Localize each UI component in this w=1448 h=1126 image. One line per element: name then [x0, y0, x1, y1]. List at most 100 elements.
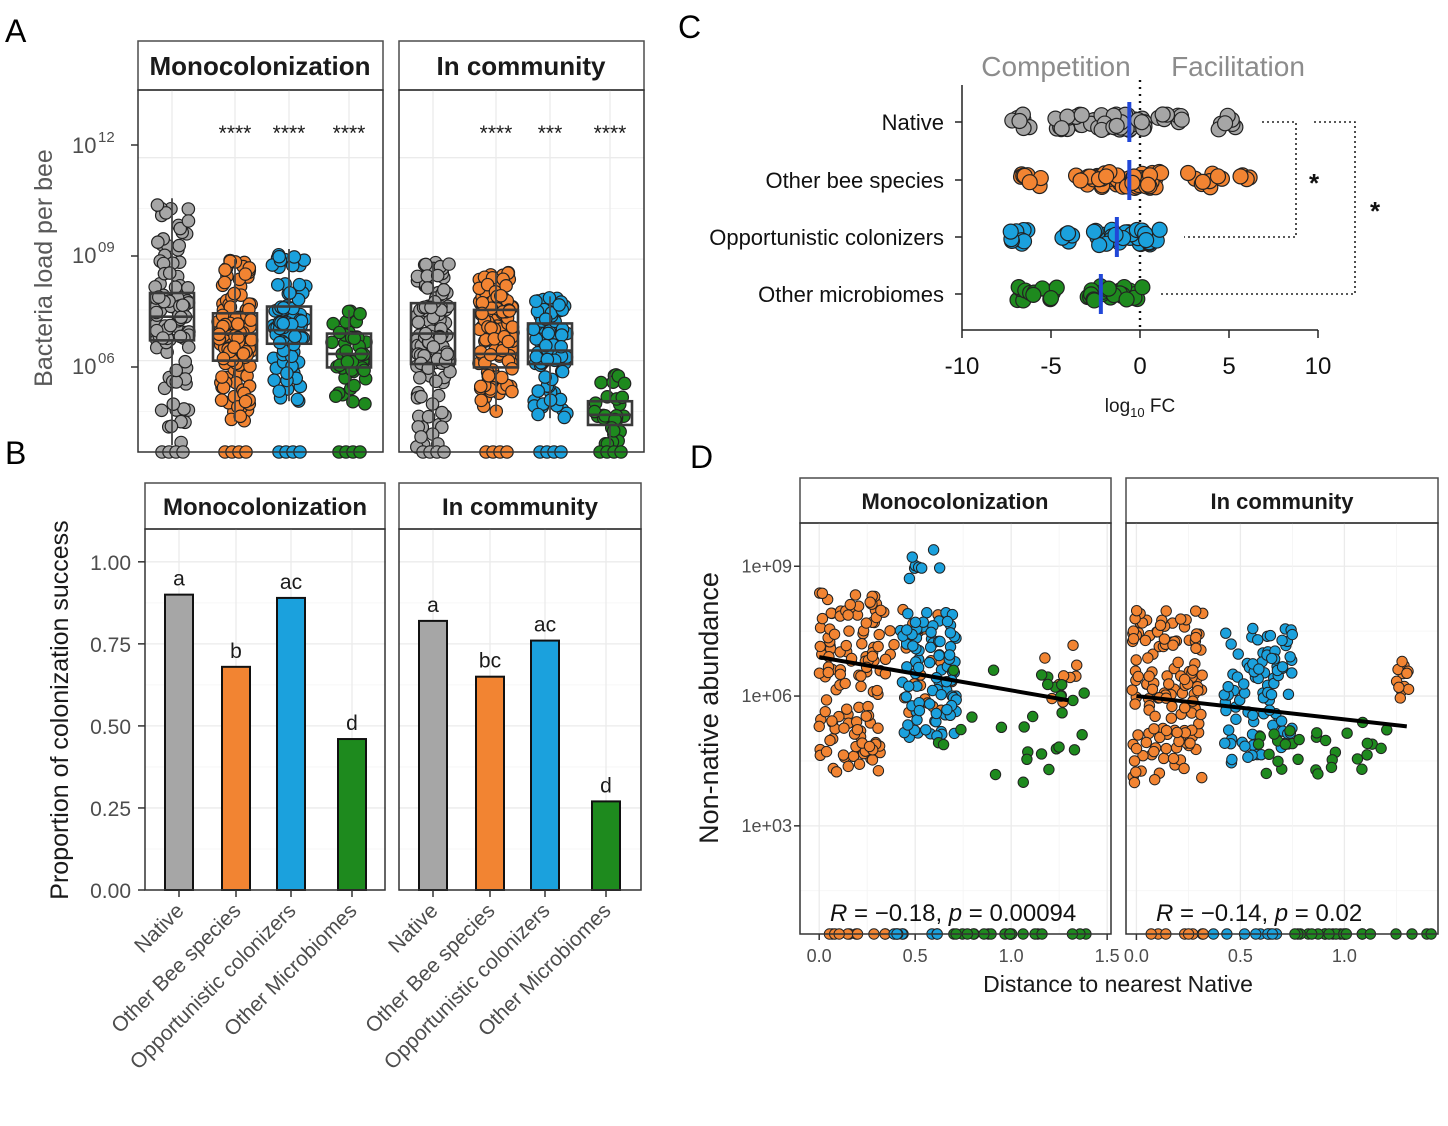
d-data-point [872, 765, 885, 777]
c-data-point [1118, 291, 1135, 308]
d-y-tick-label: 1e+06 [741, 686, 792, 706]
a-panel-community: **** *** **** [399, 90, 644, 459]
c-data-point [1124, 174, 1141, 191]
c-data-point [1194, 173, 1211, 191]
a-data-point [474, 393, 489, 408]
d-x-tick-label: 0.5 [903, 946, 928, 966]
d-data-point [1132, 729, 1144, 741]
c-x-tick-label: 10 [1305, 353, 1332, 380]
d-data-point [839, 677, 851, 690]
d-y-tick-label: 1e+09 [741, 556, 792, 576]
d-data-point [855, 680, 867, 693]
d-data-point [1292, 753, 1304, 765]
d-data-point [1190, 642, 1202, 655]
c-data-point [1138, 232, 1155, 249]
c-header-facilitation: Facilitation [1171, 51, 1305, 82]
d-annotation-r-symbol: R [1156, 900, 1173, 927]
d-data-point [1393, 681, 1405, 694]
c-data-point [1002, 223, 1019, 240]
a-data-point [280, 366, 294, 380]
d-data-point [1268, 728, 1280, 740]
a-data-point [272, 384, 287, 398]
d-annotation-r-equals: = [847, 900, 874, 927]
d-data-point [1160, 605, 1172, 617]
d-data-point [1172, 656, 1184, 669]
d-data-point [935, 688, 947, 701]
c-x-tick-label: 0 [1133, 353, 1146, 380]
d-data-point [819, 705, 831, 718]
d-data-point [1171, 726, 1183, 739]
d-data-point [820, 694, 833, 706]
d-data-point [921, 607, 933, 619]
d-data-point [1056, 678, 1068, 691]
d-data-point [912, 661, 925, 674]
d-data-point [1021, 753, 1033, 765]
a-data-point [541, 326, 556, 341]
d-y-tick-label: 1e+03 [741, 816, 792, 836]
a-data-point [435, 405, 449, 420]
b-bar [337, 738, 367, 892]
a-data-point [156, 331, 170, 345]
d-data-point [1196, 669, 1208, 681]
a-data-point [594, 375, 608, 390]
a-data-point [552, 298, 566, 312]
c-data-point [1073, 106, 1090, 124]
a-data-point [290, 392, 305, 407]
a-y-axis-label: Bacteria load per bee [30, 149, 58, 387]
a-y-tick-exponent: 09 [98, 239, 115, 256]
d-data-point [1166, 700, 1178, 713]
d-data-point [1067, 639, 1079, 651]
a-data-point [276, 301, 291, 315]
b-facet-title-monocolonization: Monocolonization [163, 494, 367, 521]
d-data-point [1195, 708, 1207, 721]
d-data-point [989, 768, 1002, 781]
d-data-point [1189, 605, 1202, 617]
d-facet-title-community: In community [1210, 489, 1354, 514]
c-data-point [1134, 279, 1151, 296]
c-plot-area: -10 -5 0 5 10 Native Other bee species Opportun… [709, 80, 1381, 380]
a-data-point [169, 363, 184, 378]
d-data-point [1401, 667, 1413, 680]
a-data-point [440, 347, 455, 362]
b-bar [591, 800, 621, 892]
a-panel-border-monocolonization [137, 89, 384, 453]
a-data-point [163, 318, 178, 333]
d-annotation-p-value: 0.02 [1316, 900, 1363, 927]
d-data-point [1035, 748, 1048, 760]
d-data-point [947, 664, 960, 676]
panel-letter-d: D [690, 439, 713, 475]
b-y-ticks: 0.00 0.25 0.50 0.75 1.00 [90, 552, 145, 903]
d-data-point [1042, 678, 1054, 691]
a-data-point [505, 384, 519, 399]
d-data-point [1143, 670, 1155, 682]
d-data-point [851, 723, 864, 736]
d-data-point [1154, 731, 1166, 744]
a-data-point [540, 352, 555, 367]
a-panel-border-community [398, 89, 645, 453]
a-data-point [347, 378, 361, 393]
d-data-point [1284, 725, 1296, 737]
b-bar [221, 665, 251, 891]
d-data-point [1252, 738, 1265, 750]
c-data-point [1042, 290, 1060, 307]
d-data-point [1163, 678, 1175, 690]
d-data-point [1242, 751, 1254, 763]
c-header-competition: Competition [981, 51, 1130, 82]
a-data-point [358, 397, 372, 411]
d-data-point [1282, 688, 1295, 700]
d-data-point [816, 612, 829, 625]
b-facet-strip-community [398, 482, 642, 530]
d-data-point [1056, 707, 1068, 719]
d-data-point [1341, 727, 1353, 739]
b-panel-border-monocolonization [144, 528, 386, 891]
d-correlation-annotation: R = −0.14, p = 0.02 [1156, 900, 1362, 927]
d-data-point [1192, 684, 1204, 697]
d-data-point [1325, 761, 1338, 774]
a-data-point [473, 379, 488, 394]
a-data-point [218, 263, 232, 277]
d-data-point [915, 562, 928, 574]
b-bar-letter-label: a [173, 568, 185, 591]
c-data-point [1133, 114, 1150, 131]
d-data-point [923, 698, 936, 710]
